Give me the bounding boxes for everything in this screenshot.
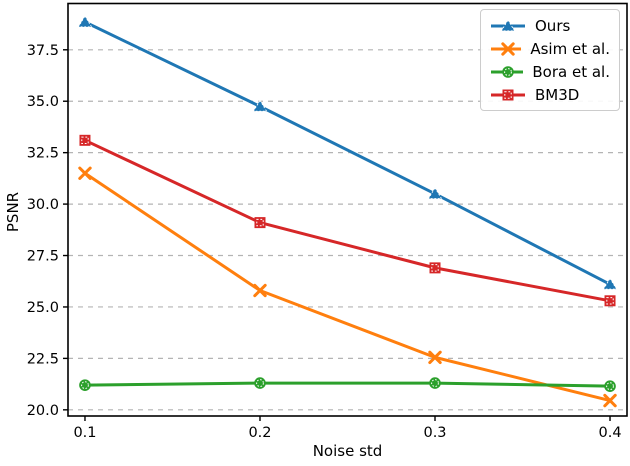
x-marker <box>501 42 515 56</box>
y-tick-label: 32.5 <box>27 146 59 162</box>
legend-marker-bm3d <box>491 89 525 101</box>
circle-marker <box>429 377 441 389</box>
triangle-marker <box>427 186 443 200</box>
legend-item-asim-et-al: Asim et al. <box>490 39 610 59</box>
x-marker <box>78 166 92 180</box>
square-marker <box>604 295 616 307</box>
x-marker <box>253 283 267 298</box>
y-tick-label: 35.0 <box>27 94 59 110</box>
legend-label: Ours <box>535 17 571 35</box>
x-axis-label: Noise std <box>312 442 383 460</box>
triangle-marker <box>500 19 516 32</box>
legend-marker-bora-et-al <box>491 66 524 78</box>
circle-marker <box>254 377 266 389</box>
circle-marker <box>502 66 514 78</box>
square-marker <box>79 134 91 146</box>
series-line-ours <box>83 20 612 286</box>
square-marker <box>502 89 514 101</box>
x-tick-label: 0.1 <box>73 425 96 441</box>
triangle-marker <box>602 277 618 290</box>
series-asim-et-al <box>78 166 617 408</box>
x-marker <box>603 393 617 408</box>
y-axis-label: PSNR <box>4 191 22 233</box>
circle-marker <box>79 379 91 391</box>
legend-label: Bora et al. <box>532 63 610 81</box>
series-line-bm3d <box>83 138 612 303</box>
triangle-marker <box>77 15 93 28</box>
legend-marker-ours <box>491 19 525 32</box>
series-bora-et-al <box>79 377 616 392</box>
legend-item-bora-et-al: Bora et al. <box>490 62 610 82</box>
x-marker <box>428 350 442 365</box>
square-marker <box>429 262 441 274</box>
series-line-bora-et-al <box>83 381 612 388</box>
x-tick-label: 0.4 <box>598 425 621 441</box>
y-tick-label: 22.5 <box>27 351 59 367</box>
axes-spines <box>67 2 628 417</box>
square-marker <box>254 217 266 229</box>
series-line-asim-et-al <box>83 171 612 403</box>
series-bm3d <box>79 134 616 307</box>
y-tick-label: 27.5 <box>27 249 59 265</box>
triangle-marker <box>252 99 268 112</box>
legend-item-bm3d: BM3D <box>490 85 610 105</box>
legend-label: Asim et al. <box>530 40 610 58</box>
series-ours <box>77 15 618 290</box>
legend-marker-asim-et-al <box>491 42 522 56</box>
legend-item-ours: Ours <box>490 16 610 36</box>
x-tick-label: 0.2 <box>248 425 271 441</box>
legend: Ours Asim et al. Bora et al. BM3D <box>480 9 620 111</box>
x-tick-label: 0.3 <box>423 425 446 441</box>
y-tick-label: 37.5 <box>27 43 59 59</box>
y-tick-label: 20.0 <box>27 403 59 419</box>
y-tick-label: 25.0 <box>27 300 59 316</box>
legend-label: BM3D <box>535 86 580 104</box>
circle-marker <box>604 380 616 392</box>
y-tick-label: 30.0 <box>27 197 59 213</box>
